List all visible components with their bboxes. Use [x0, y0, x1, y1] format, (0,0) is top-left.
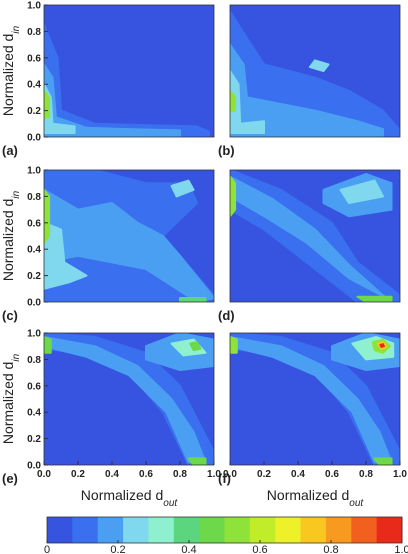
axis-title: Normalized dout: [267, 487, 365, 509]
contour-region: [44, 221, 88, 290]
contour-region: [308, 59, 330, 72]
panel: [44, 5, 214, 137]
panel: [230, 333, 400, 465]
panel-label: (f): [218, 471, 231, 486]
contour-region: [230, 336, 238, 354]
panel-frame: [43, 4, 215, 138]
panel-label: (d): [218, 308, 235, 323]
x-tick-label: 0.4: [291, 469, 305, 480]
contour-region: [373, 457, 393, 465]
x-tick-label: 0.6: [139, 469, 153, 480]
axis-title-sub: in: [11, 25, 22, 33]
contour-region: [379, 343, 385, 348]
colorbar-segment: [173, 517, 200, 543]
y-tick-label: 1.0: [27, 329, 41, 340]
axis-title: Normalized din: [0, 190, 22, 281]
colorbar-segment: [47, 517, 73, 543]
contour-region: [230, 89, 237, 112]
x-tick-label: 0.0: [37, 469, 51, 480]
y-tick-label: 0.2: [27, 271, 41, 282]
contour-region: [44, 83, 76, 134]
y-tick-label: 0.2: [27, 106, 41, 117]
colorbar-tick-label: 1.0: [394, 544, 408, 554]
colorbar-tick-label: 0.2: [110, 544, 125, 554]
axis-title: Normalized dout: [81, 487, 179, 509]
colorbar-segment: [123, 517, 149, 543]
contour-region: [339, 179, 384, 204]
y-tick-label: 0.4: [27, 245, 41, 256]
y-tick-label: 0.8: [27, 355, 41, 366]
colorbar-segment: [72, 517, 99, 543]
contour-region: [230, 43, 384, 137]
panel: [230, 170, 400, 302]
axis-title-sub: out: [349, 498, 364, 509]
y-tick-label: 0.4: [27, 80, 41, 91]
contour-region: [230, 175, 237, 218]
contour-region: [179, 297, 207, 302]
y-tick-label: 0.0: [27, 298, 41, 309]
panel-label: (c): [2, 308, 18, 323]
panel-frame: [43, 169, 215, 303]
contour-region: [356, 295, 393, 302]
axis-title-sub: in: [11, 353, 22, 361]
colorbar-segment: [148, 517, 175, 543]
colorbar-segment: [351, 517, 378, 543]
y-tick-label: 0.8: [27, 192, 41, 203]
x-tick-label: 0.0: [223, 469, 237, 480]
contour-region: [187, 457, 207, 465]
panel-label: (a): [2, 143, 18, 158]
contour-region: [170, 179, 195, 198]
colorbar-segment: [249, 517, 276, 543]
panel-frame: [229, 169, 401, 303]
x-tick-label: 1.0: [207, 469, 221, 480]
y-tick-label: 0.4: [27, 408, 41, 419]
colorbar-segment: [97, 517, 124, 543]
x-tick-label: 0.2: [71, 469, 85, 480]
contour-region: [44, 336, 52, 354]
axis-title: Normalized din: [0, 353, 22, 444]
colorbar-tick-label: 0.4: [181, 544, 196, 554]
colorbar-segment: [224, 517, 251, 543]
y-tick-label: 0.8: [27, 27, 41, 38]
colorbar-segment: [325, 517, 352, 543]
panel: [44, 333, 214, 465]
colorbar-tick-label: 0: [44, 544, 50, 554]
axis-title-sub: in: [11, 190, 22, 198]
axis-title-sub: out: [163, 498, 178, 509]
colorbar-tick-label: 0.8: [323, 544, 338, 554]
x-tick-label: 0.8: [173, 469, 187, 480]
panel-frame: [229, 4, 401, 138]
colorbar-segment: [199, 517, 225, 543]
y-tick-label: 0.0: [27, 461, 41, 472]
panel-frame: [43, 332, 215, 466]
colorbar-segment: [300, 517, 327, 543]
x-tick-label: 0.4: [105, 469, 119, 480]
x-tick-label: 0.2: [257, 469, 271, 480]
x-tick-label: 0.6: [325, 469, 339, 480]
x-tick-label: 1.0: [393, 469, 407, 480]
y-tick-label: 0.6: [27, 381, 41, 392]
colorbar-segment: [376, 517, 403, 543]
colorbar-segment: [275, 517, 302, 543]
y-tick-label: 0.6: [27, 218, 41, 229]
y-tick-label: 0.2: [27, 434, 41, 445]
colorbar-tick-label: 0.6: [252, 544, 267, 554]
panel-frame: [229, 332, 401, 466]
y-tick-label: 0.6: [27, 53, 41, 64]
y-tick-label: 1.0: [27, 166, 41, 177]
x-tick-label: 0.8: [359, 469, 373, 480]
panel-label: (e): [2, 471, 18, 486]
panel-label: (b): [218, 143, 235, 158]
contour-region: [189, 341, 202, 352]
axis-title: Normalized din: [0, 25, 22, 116]
panel: [230, 5, 400, 137]
colorbar-frame: [46, 516, 403, 544]
contour-region: [230, 70, 265, 134]
contour-region: [44, 188, 51, 244]
contour-region: [44, 188, 214, 302]
y-tick-label: 1.0: [27, 1, 41, 12]
y-tick-label: 0.0: [27, 133, 41, 144]
panel: [44, 170, 214, 302]
